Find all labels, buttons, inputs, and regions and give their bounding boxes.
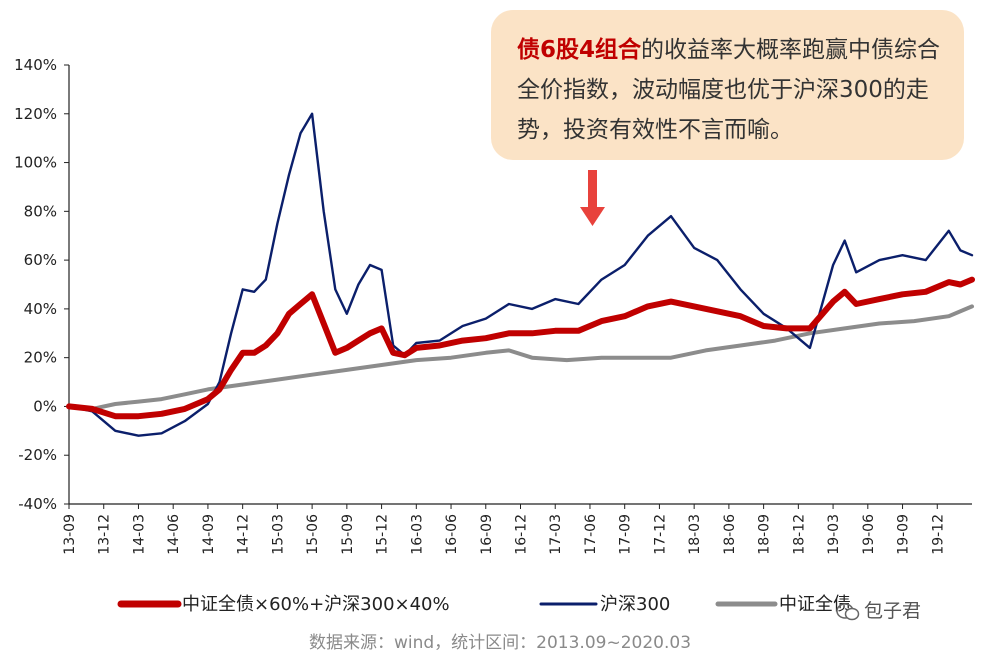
x-tick-label: 14-12: [236, 514, 252, 555]
annotation-callout: 债6股4组合的收益率大概率跑赢中债综合全价指数，波动幅度也优于沪深300的走势，…: [491, 10, 964, 160]
arrow-shaft: [588, 170, 597, 210]
x-axis: 13-09 13-12 14-03 14-06 14-09 14-12 15-03 15-06…: [62, 503, 972, 555]
y-tick-label: 100%: [14, 154, 57, 172]
legend-label: 中证全债: [779, 594, 851, 615]
arrow-head: [580, 207, 605, 226]
watermark-text: 包子君: [864, 600, 922, 622]
x-tick-label: 16-06: [444, 514, 460, 555]
series-line-hs300: [67, 112, 974, 437]
x-tick-label: 16-09: [479, 514, 495, 555]
x-tick-label: 16-03: [409, 514, 425, 555]
legend-label: 中证全债×60%+沪深300×40%: [182, 594, 450, 615]
legend-item-hs300: 沪深300: [539, 594, 670, 615]
x-tick-label: 17-06: [583, 514, 599, 555]
x-tick-label: 18-06: [722, 514, 738, 555]
x-tick-label: 17-12: [652, 514, 668, 555]
x-tick-label: 15-12: [375, 514, 391, 555]
x-tick-label: 15-06: [305, 514, 321, 555]
y-axis: -40% -20% 0% 20% 40% 60% 80% 100% 120% 140%: [14, 56, 70, 513]
callout-highlight: 债6股4组合: [517, 37, 642, 63]
x-tick-label: 15-09: [340, 514, 356, 555]
x-tick-label: 17-09: [618, 514, 634, 555]
legend: 中证全债×60%+沪深300×40% 沪深300 中证全债: [117, 594, 851, 615]
x-tick-label: 18-12: [791, 514, 807, 555]
x-tick-label: 14-06: [166, 514, 182, 555]
chat-bubble-icon: [836, 602, 860, 620]
x-tick-label: 16-12: [514, 514, 530, 555]
y-tick-label: 80%: [24, 202, 57, 220]
data-source-note: 数据来源：wind，统计区间：2013.09~2020.03: [308, 633, 692, 653]
callout-text: 的收益率大概率跑赢中债综合全价指数，波动幅度也优于沪深300的走势，投资有效性不…: [517, 37, 941, 143]
x-tick-label: 13-09: [62, 514, 78, 555]
x-tick-label: 19-09: [896, 514, 912, 555]
x-tick-label: 18-03: [687, 514, 703, 555]
legend-item-bond: 中证全债: [715, 594, 851, 615]
y-tick-label: 120%: [14, 105, 57, 123]
legend-item-combo: 中证全债×60%+沪深300×40%: [117, 594, 450, 615]
y-tick-label: 140%: [14, 56, 57, 74]
legend-label: 沪深300: [600, 594, 670, 615]
x-tick-label: 19-03: [826, 514, 842, 555]
x-tick-label: 14-03: [131, 514, 147, 555]
series-layer: [66, 112, 975, 437]
x-tick-label: 13-12: [97, 514, 113, 555]
x-tick-label: 15-03: [270, 514, 286, 555]
x-tick-label: 19-12: [930, 514, 946, 555]
watermark: 包子君: [836, 596, 986, 626]
y-tick-label: -40%: [18, 495, 57, 513]
x-tick-label: 14-09: [201, 514, 217, 555]
callout-arrow: [580, 170, 605, 226]
series-line-combo: [66, 276, 975, 420]
x-tick-label: 18-09: [757, 514, 773, 555]
x-tick-label: 17-03: [548, 514, 564, 555]
y-tick-label: 60%: [24, 251, 57, 269]
y-tick-label: 20%: [24, 349, 57, 367]
y-tick-label: -20%: [18, 446, 57, 464]
y-tick-label: 40%: [24, 300, 57, 318]
x-tick-label: 19-06: [861, 514, 877, 555]
series-line-bond: [67, 304, 974, 411]
y-tick-label: 0%: [33, 397, 57, 415]
